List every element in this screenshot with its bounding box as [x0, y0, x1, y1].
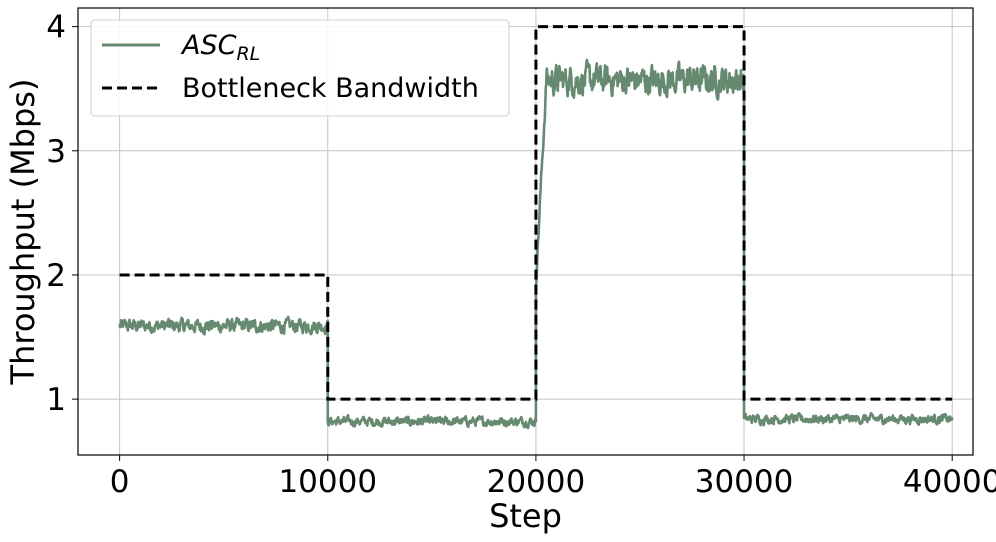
legend-label-asc-main: ASC: [180, 30, 237, 61]
x-tick-label: 20000: [487, 464, 586, 500]
legend-label-asc-rl: ASCRL: [180, 30, 260, 65]
x-tick-label: 10000: [278, 464, 377, 500]
legend-label-asc-sub: RL: [236, 43, 260, 65]
series-layer: [118, 25, 954, 430]
y-axis-label: Throughput (Mbps): [4, 79, 42, 386]
x-tick-label: 0: [110, 464, 130, 500]
x-tick-label: 40000: [903, 464, 996, 500]
y-tick-label: 1: [46, 382, 66, 418]
legend: ASCRL Bottleneck Bandwidth: [90, 19, 510, 117]
legend-box: [90, 19, 510, 117]
y-tick-label: 3: [46, 134, 66, 170]
x-axis-label: Step: [489, 497, 562, 535]
x-tick-label: 30000: [695, 464, 794, 500]
y-tick-label: 2: [46, 258, 66, 294]
legend-label-bottleneck: Bottleneck Bandwidth: [182, 73, 479, 104]
y-tick-label: 4: [46, 10, 66, 46]
series-bottleneck-line: [119, 25, 953, 401]
plot-frame: [77, 7, 974, 456]
tick-layer: 0 10000 20000 30000 40000 1 2 3 4: [46, 10, 996, 500]
